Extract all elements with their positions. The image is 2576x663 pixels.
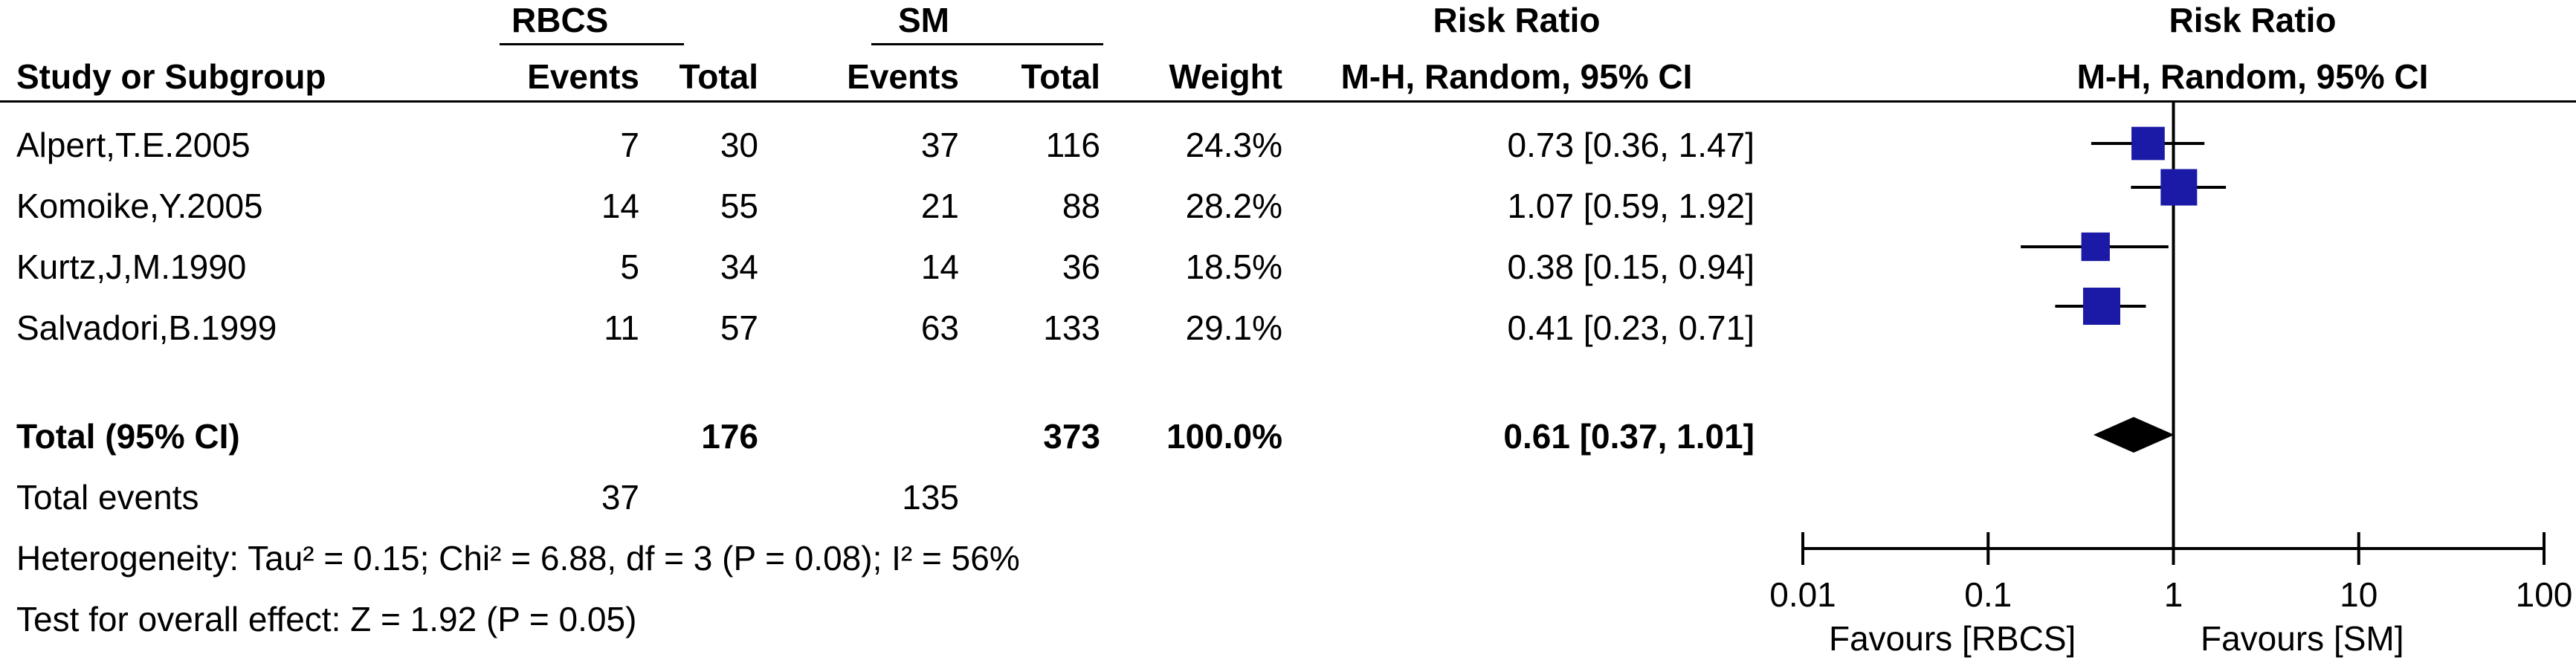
ci-text: 0.38 [0.15, 0.94] bbox=[1507, 248, 1755, 286]
exp-total: 57 bbox=[720, 308, 758, 347]
study-name: Kurtz,J,M.1990 bbox=[16, 248, 247, 286]
exp-total: 30 bbox=[720, 126, 758, 164]
header-rule bbox=[0, 100, 2576, 103]
col-method-header: M-H, Random, 95% CI bbox=[1340, 57, 1693, 96]
study-point-marker bbox=[2160, 169, 2198, 206]
study-point-marker bbox=[2082, 287, 2120, 326]
exp-total: 34 bbox=[720, 248, 758, 286]
total-events-exp: 37 bbox=[601, 478, 639, 517]
exp-total: 55 bbox=[720, 187, 758, 225]
risk-ratio-plot-header: Risk Ratio bbox=[2169, 1, 2337, 39]
ci-text: 0.73 [0.36, 1.47] bbox=[1507, 126, 1755, 164]
ctrl-events: 14 bbox=[920, 248, 959, 286]
total-exp-total: 176 bbox=[701, 417, 758, 456]
overall-effect-text: Test for overall effect: Z = 1.92 (P = 0… bbox=[16, 600, 637, 638]
pooled-estimate-diamond bbox=[2093, 417, 2175, 453]
col-weight-header: Weight bbox=[1169, 57, 1282, 96]
ci-text: 1.07 [0.59, 1.92] bbox=[1507, 187, 1755, 225]
study-point-marker bbox=[2131, 126, 2165, 161]
weight: 18.5% bbox=[1185, 248, 1282, 286]
experimental-group-underline bbox=[500, 43, 684, 45]
x-tick-label: 100 bbox=[2516, 575, 2573, 614]
experimental-group-header: RBCS bbox=[511, 1, 609, 39]
total-ci-text: 0.61 [0.37, 1.01] bbox=[1503, 417, 1755, 456]
col-ctrl-events-header: Events bbox=[847, 57, 959, 96]
heterogeneity-text: Heterogeneity: Tau² = 0.15; Chi² = 6.88,… bbox=[16, 539, 1020, 578]
ctrl-events: 63 bbox=[920, 308, 959, 347]
exp-events: 11 bbox=[604, 308, 639, 347]
study-name: Komoike,Y.2005 bbox=[16, 187, 263, 225]
plot-method-header: M-H, Random, 95% CI bbox=[2076, 57, 2429, 96]
ctrl-total: 116 bbox=[1045, 126, 1100, 164]
exp-events: 7 bbox=[620, 126, 639, 164]
favours-right-label: Favours [SM] bbox=[2201, 619, 2404, 658]
study-point-marker bbox=[2081, 232, 2110, 262]
x-tick-label: 1 bbox=[2164, 575, 2183, 614]
weight: 28.2% bbox=[1185, 187, 1282, 225]
exp-events: 5 bbox=[620, 248, 639, 286]
ctrl-total: 36 bbox=[1062, 248, 1100, 286]
col-ctrl-total-header: Total bbox=[1021, 57, 1100, 96]
ctrl-events: 37 bbox=[920, 126, 959, 164]
ci-text: 0.41 [0.23, 0.71] bbox=[1507, 308, 1755, 347]
ctrl-total: 133 bbox=[1043, 308, 1100, 347]
total-ctrl-total: 373 bbox=[1043, 417, 1100, 456]
col-exp-total-header: Total bbox=[679, 57, 758, 96]
ctrl-total: 88 bbox=[1062, 187, 1100, 225]
favours-left-label: Favours [RBCS] bbox=[1829, 619, 2076, 658]
weight: 29.1% bbox=[1185, 308, 1282, 347]
study-name: Alpert,T.E.2005 bbox=[16, 126, 251, 164]
exp-events: 14 bbox=[601, 187, 639, 225]
total-events-label: Total events bbox=[16, 478, 199, 517]
col-study-header: Study or Subgroup bbox=[16, 57, 326, 96]
weight: 24.3% bbox=[1185, 126, 1282, 164]
control-group-underline bbox=[871, 43, 1103, 45]
total-weight: 100.0% bbox=[1166, 417, 1282, 456]
col-exp-events-header: Events bbox=[527, 57, 639, 96]
x-tick-label: 0.01 bbox=[1769, 575, 1836, 614]
total-label: Total (95% CI) bbox=[16, 417, 240, 456]
study-name: Salvadori,B.1999 bbox=[16, 308, 277, 347]
ctrl-events: 21 bbox=[920, 187, 959, 225]
risk-ratio-table-header: Risk Ratio bbox=[1433, 1, 1601, 39]
x-tick-label: 10 bbox=[2340, 575, 2378, 614]
x-tick-label: 0.1 bbox=[1964, 575, 2012, 614]
total-events-ctrl: 135 bbox=[902, 478, 959, 517]
control-group-header: SM bbox=[898, 1, 949, 39]
